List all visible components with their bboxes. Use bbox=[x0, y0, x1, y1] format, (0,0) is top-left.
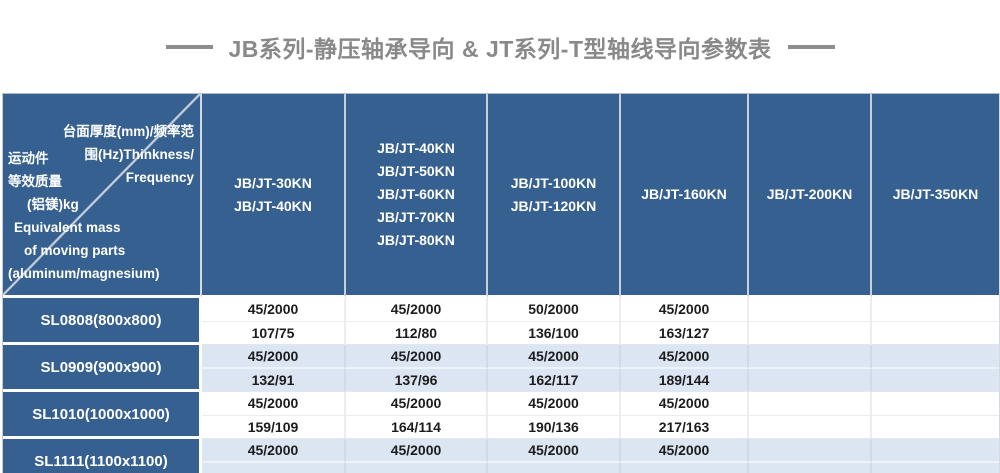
column-header-line: JB/JT-80KN bbox=[377, 232, 455, 248]
value-cell: 45/2000 bbox=[202, 298, 346, 322]
corner-top-line: 围(Hz)Thinkness/ bbox=[84, 147, 194, 162]
corner-header-cell: 台面厚度(mm)/频率范 围(Hz)Thinkness/ Frequency 运… bbox=[3, 94, 202, 298]
column-header-line: JB/JT-50KN bbox=[377, 163, 455, 179]
value-cell bbox=[749, 392, 872, 416]
value-cell: 163/127 bbox=[621, 321, 749, 345]
row-sl1111-thickness: SL1111(1100x1100) 45/2000 45/2000 45/200… bbox=[3, 439, 999, 473]
value-cell bbox=[872, 462, 999, 473]
column-header-350kn: JB/JT-350KN bbox=[872, 94, 999, 298]
corner-bottom-line: of moving parts bbox=[24, 243, 126, 258]
value-cell: 217/163 bbox=[621, 415, 749, 439]
row-label-sl0909: SL0909(900x900) bbox=[3, 345, 202, 392]
value-cell: 190/136 bbox=[488, 415, 621, 439]
value-cell bbox=[872, 321, 999, 345]
value-cell bbox=[749, 439, 872, 463]
value-cell: 45/2000 bbox=[346, 439, 488, 463]
value-cell bbox=[872, 368, 999, 392]
column-header-160kn: JB/JT-160KN bbox=[621, 94, 749, 298]
row-sl1111-mass bbox=[3, 462, 999, 473]
header-row: 台面厚度(mm)/频率范 围(Hz)Thinkness/ Frequency 运… bbox=[3, 94, 999, 298]
value-cell: 162/117 bbox=[488, 368, 621, 392]
value-cell bbox=[621, 462, 749, 473]
column-header-40-80kn: JB/JT-40KN JB/JT-50KN JB/JT-60KN JB/JT-7… bbox=[346, 94, 488, 298]
column-header-line: JB/JT-70KN bbox=[377, 209, 455, 225]
value-cell: 112/80 bbox=[346, 321, 488, 345]
column-header-100-120kn: JB/JT-100KN JB/JT-120KN bbox=[488, 94, 621, 298]
column-header-line: JB/JT-40KN bbox=[234, 197, 312, 214]
corner-bottom-line: Equivalent mass bbox=[14, 220, 121, 235]
column-header-30-40kn: JB/JT-30KN JB/JT-40KN bbox=[202, 94, 346, 298]
column-header-line: JB/JT-350KN bbox=[892, 186, 979, 202]
column-header-line: JB/JT-160KN bbox=[641, 186, 727, 202]
corner-bottom-line: 等效质量 bbox=[8, 174, 62, 189]
value-cell: 45/2000 bbox=[488, 439, 621, 463]
corner-diagonal: 台面厚度(mm)/频率范 围(Hz)Thinkness/ Frequency 运… bbox=[3, 94, 200, 295]
value-cell: 45/2000 bbox=[621, 439, 749, 463]
row-sl0909-mass: 132/91 137/96 162/117 189/144 bbox=[3, 368, 999, 392]
spec-table: 台面厚度(mm)/频率范 围(Hz)Thinkness/ Frequency 运… bbox=[2, 93, 1000, 473]
column-header-line: JB/JT-30KN bbox=[234, 174, 312, 191]
value-cell: 45/2000 bbox=[488, 392, 621, 416]
value-cell: 45/2000 bbox=[621, 392, 749, 416]
value-cell bbox=[749, 345, 872, 369]
row-sl0808-mass: 107/75 112/80 136/100 163/127 bbox=[3, 321, 999, 345]
value-cell: 107/75 bbox=[202, 321, 346, 345]
title-dash-left bbox=[165, 44, 213, 49]
value-cell bbox=[872, 298, 999, 322]
value-cell: 137/96 bbox=[346, 368, 488, 392]
corner-bottom-line: (铝镁)kg bbox=[27, 197, 79, 212]
corner-top-label: 台面厚度(mm)/频率范 围(Hz)Thinkness/ Frequency bbox=[63, 120, 194, 189]
column-header-200kn: JB/JT-200KN bbox=[749, 94, 872, 298]
page-title: JB系列-静压轴承导向 & JT系列-T型轴线导向参数表 bbox=[0, 0, 1000, 93]
corner-bottom-label: 运动件 等效质量 (铝镁)kg Equivalent mass of movin… bbox=[8, 147, 160, 285]
column-header-line: JB/JT-100KN bbox=[510, 174, 597, 191]
value-cell: 45/2000 bbox=[202, 439, 346, 463]
value-cell: 136/100 bbox=[488, 321, 621, 345]
value-cell: 45/2000 bbox=[621, 298, 749, 322]
value-cell: 45/2000 bbox=[488, 345, 621, 369]
column-header-line: JB/JT-120KN bbox=[510, 197, 597, 214]
column-header-line: JB/JT-200KN bbox=[766, 186, 853, 202]
value-cell: 45/2000 bbox=[202, 392, 346, 416]
value-cell: 45/2000 bbox=[346, 345, 488, 369]
corner-bottom-line: 运动件 bbox=[8, 151, 49, 166]
value-cell bbox=[346, 462, 488, 473]
row-sl0909-thickness: SL0909(900x900) 45/2000 45/2000 45/2000 … bbox=[3, 345, 999, 392]
value-cell: 159/109 bbox=[202, 415, 346, 439]
value-cell: 50/2000 bbox=[488, 298, 621, 322]
corner-bottom-line: (aluminum/magnesium) bbox=[8, 266, 160, 281]
value-cell: 132/91 bbox=[202, 368, 346, 392]
title-dash-right bbox=[787, 44, 835, 49]
value-cell bbox=[202, 462, 346, 473]
corner-top-line: Frequency bbox=[125, 170, 194, 185]
title-text: JB系列-静压轴承导向 & JT系列-T型轴线导向参数表 bbox=[228, 35, 772, 62]
row-label-sl1010: SL1010(1000x1000) bbox=[3, 392, 202, 439]
column-header-line: JB/JT-60KN bbox=[377, 186, 455, 202]
value-cell: 189/144 bbox=[621, 368, 749, 392]
row-sl1010-mass: 159/109 164/114 190/136 217/163 bbox=[3, 415, 999, 439]
value-cell bbox=[749, 298, 872, 322]
row-label-sl0808: SL0808(800x800) bbox=[3, 298, 202, 345]
row-sl0808-thickness: SL0808(800x800) 45/2000 45/2000 50/2000 … bbox=[3, 298, 999, 345]
value-cell bbox=[749, 415, 872, 439]
value-cell bbox=[488, 462, 621, 473]
value-cell bbox=[749, 368, 872, 392]
value-cell: 45/2000 bbox=[621, 345, 749, 369]
row-sl1010-thickness: SL1010(1000x1000) 45/2000 45/2000 45/200… bbox=[3, 392, 999, 439]
column-header-line: JB/JT-40KN bbox=[377, 140, 455, 156]
value-cell: 45/2000 bbox=[202, 345, 346, 369]
value-cell bbox=[749, 462, 872, 473]
value-cell bbox=[872, 439, 999, 463]
value-cell bbox=[872, 345, 999, 369]
value-cell: 45/2000 bbox=[346, 392, 488, 416]
row-label-sl1111: SL1111(1100x1100) bbox=[3, 439, 202, 473]
value-cell: 45/2000 bbox=[346, 298, 488, 322]
value-cell: 164/114 bbox=[346, 415, 488, 439]
value-cell bbox=[872, 415, 999, 439]
value-cell bbox=[872, 392, 999, 416]
value-cell bbox=[749, 321, 872, 345]
corner-top-line: 台面厚度(mm)/频率范 bbox=[62, 124, 194, 139]
